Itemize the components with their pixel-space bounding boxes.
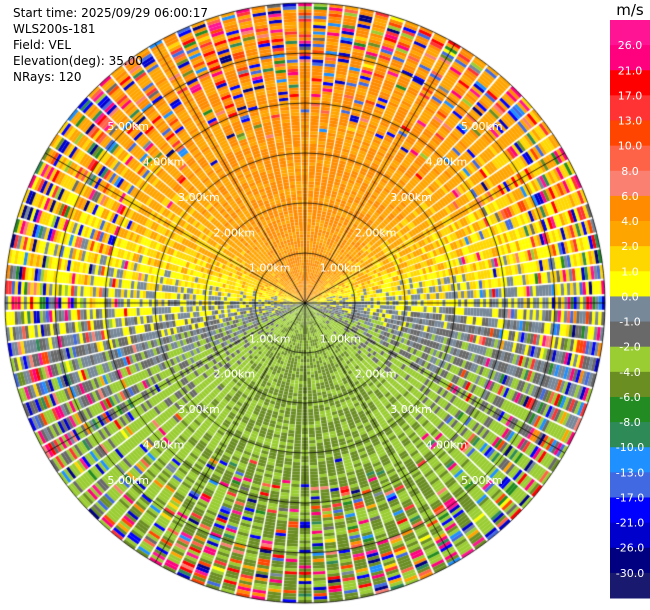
colorbar-bin <box>610 170 650 197</box>
colorbar-bin <box>610 246 650 272</box>
elevation-label: Elevation(deg): 35.00 <box>13 54 143 68</box>
range-ring-label: 1.00km <box>320 332 362 345</box>
colorbar-title: m/s <box>616 1 644 19</box>
colorbar-bin <box>610 547 650 574</box>
field-label: Field: VEL <box>13 38 72 52</box>
colorbar-tick-label: 26.0 <box>618 39 643 52</box>
colorbar-bin <box>610 321 650 348</box>
colorbar-bin <box>610 296 650 323</box>
colorbar-tick-label: 1.0 <box>621 265 639 278</box>
range-ring-label: 3.00km <box>390 191 432 204</box>
range-ring-label: 2.00km <box>214 368 256 381</box>
instrument-label: WLS200s-181 <box>13 22 96 36</box>
colorbar-tick-label: 21.0 <box>618 64 643 77</box>
colorbar-tick-label: 2.0 <box>621 240 639 253</box>
colorbar-tick-label: -26.0 <box>616 542 644 555</box>
colorbar-bin <box>610 120 650 147</box>
colorbar-bin <box>610 221 650 247</box>
colorbar-bin <box>610 522 650 549</box>
colorbar-tick-label: 17.0 <box>618 89 643 102</box>
range-ring-label: 4.00km <box>143 156 185 169</box>
range-ring-label: 4.00km <box>426 156 468 169</box>
colorbar-bin <box>610 472 650 498</box>
range-ring-label: 2.00km <box>355 368 397 381</box>
range-ring-label: 4.00km <box>426 438 468 451</box>
colorbar-tick-label: 0.0 <box>621 290 639 303</box>
colorbar-bin <box>610 70 650 96</box>
range-ring-label: 5.00km <box>461 474 503 487</box>
colorbar-tick-label: -2.0 <box>619 341 640 354</box>
colorbar-bin <box>610 346 650 373</box>
colorbar-tick-label: -30.0 <box>616 567 644 580</box>
colorbar-tick-label: 8.0 <box>621 165 639 178</box>
range-ring-label: 5.00km <box>461 120 503 133</box>
colorbar-tick-label: -13.0 <box>616 466 644 479</box>
colorbar-bin <box>610 447 650 473</box>
range-ring-label: 5.00km <box>107 120 149 133</box>
range-ring-label: 2.00km <box>214 226 256 239</box>
range-ring-label: 1.00km <box>320 262 362 275</box>
nrays-label: NRays: 120 <box>13 70 82 84</box>
range-ring-label: 3.00km <box>390 403 432 416</box>
colorbar-tick-label: 13.0 <box>618 115 643 128</box>
colorbar-tick-label: -6.0 <box>619 391 640 404</box>
colorbar-bin <box>610 422 650 448</box>
colorbar-tick-label: 4.0 <box>621 215 639 228</box>
colorbar-tick-label: -1.0 <box>619 316 640 329</box>
colorbar-bin <box>610 95 650 122</box>
colorbar-bin <box>610 20 650 46</box>
colorbar-bin <box>610 572 650 599</box>
colorbar-tick-label: -10.0 <box>616 441 644 454</box>
range-ring-label: 1.00km <box>249 332 291 345</box>
colorbar-bin <box>610 195 650 222</box>
colorbar-tick-label: 10.0 <box>618 140 643 153</box>
colorbar-bin <box>610 145 650 172</box>
colorbar-bin <box>610 271 650 297</box>
range-ring-label: 4.00km <box>143 438 185 451</box>
colorbar-tick-label: -21.0 <box>616 517 644 530</box>
range-ring-label: 3.00km <box>178 191 220 204</box>
colorbar-tick-label: 6.0 <box>621 190 639 203</box>
colorbar-bin <box>610 45 650 71</box>
range-ring-label: 1.00km <box>249 262 291 275</box>
range-ring-label: 3.00km <box>178 403 220 416</box>
colorbar-bin <box>610 497 650 524</box>
colorbar-tick-label: -8.0 <box>619 416 640 429</box>
start-time-label: Start time: 2025/09/29 06:00:17 <box>13 6 208 20</box>
colorbar-tick-label: -17.0 <box>616 491 644 504</box>
range-ring-label: 5.00km <box>107 474 149 487</box>
colorbar-tick-label: -4.0 <box>619 366 640 379</box>
range-ring-label: 2.00km <box>355 226 397 239</box>
colorbar-bin <box>610 371 650 398</box>
colorbar-bin <box>610 396 650 423</box>
